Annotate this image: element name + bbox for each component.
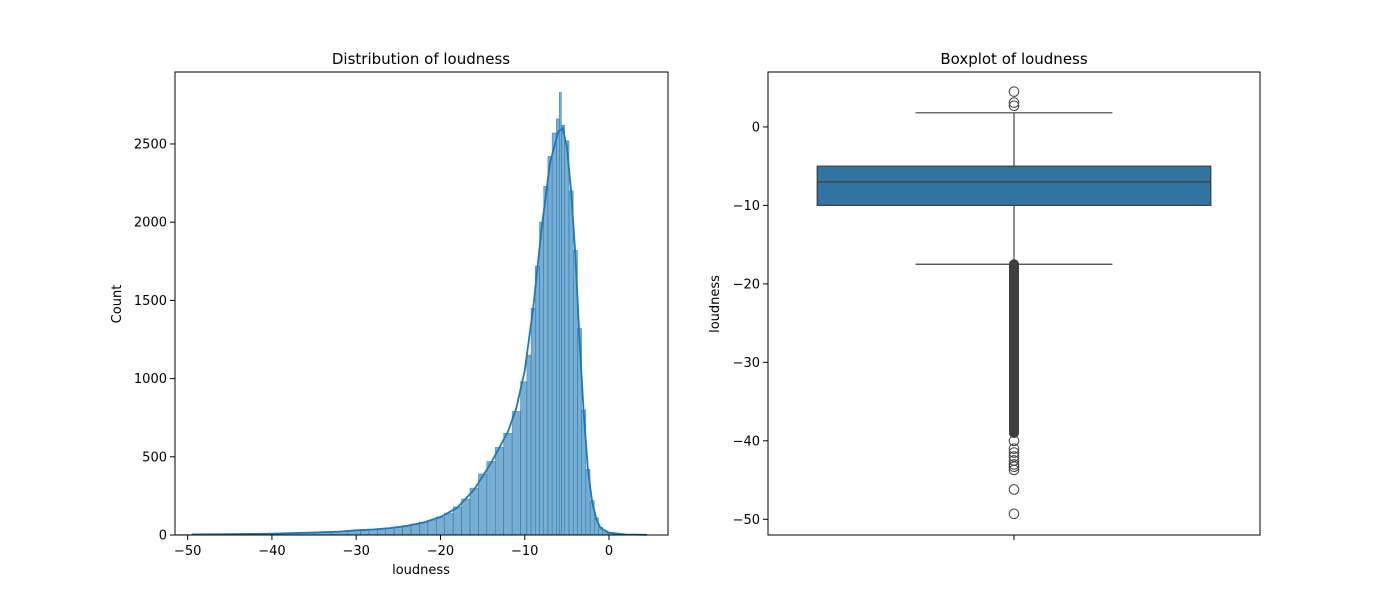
- histogram-y-tick-label: 2500: [134, 137, 167, 152]
- histogram-bar: [559, 92, 562, 536]
- histogram-x-ticks: −50 −40 −30 −20 −10 0: [174, 535, 613, 559]
- outlier-cluster: [1009, 259, 1019, 438]
- histogram-y-label: Count: [110, 285, 125, 324]
- histogram-y-tick-label: 0: [159, 529, 167, 544]
- histogram-bar: [520, 381, 528, 536]
- boxplot-title: Boxplot of loudness: [940, 50, 1088, 68]
- histogram-axes-frame: [174, 71, 669, 536]
- outlier-point: [1008, 435, 1020, 447]
- histogram-y-ticks: 0 500 1000 1500 2000 2500: [134, 137, 175, 544]
- outlier-point: [1008, 459, 1020, 470]
- histogram-y-tick-label: 1000: [134, 372, 167, 387]
- outlier-point: [1008, 443, 1020, 454]
- boxplot-y-tick-label: −20: [733, 277, 760, 292]
- histogram-bar: [568, 190, 574, 536]
- histogram-x-tick-label: −30: [342, 544, 369, 559]
- interquartile-box: [816, 165, 1212, 207]
- histogram-x-tick-label: −20: [427, 544, 454, 559]
- boxplot-y-tick-label: −10: [733, 199, 760, 214]
- histogram-bar: [535, 265, 540, 536]
- histogram-bar: [561, 124, 566, 536]
- histogram-x-tick-label: −40: [258, 544, 285, 559]
- histogram-bar: [539, 221, 544, 536]
- histogram-bar: [556, 118, 560, 536]
- histogram-bar: [452, 506, 462, 536]
- histogram-y-tick-label: 2000: [134, 216, 167, 231]
- histogram-bar: [564, 140, 570, 536]
- histogram-x-tick-label: −50: [174, 544, 201, 559]
- histogram-bar: [461, 498, 471, 536]
- histogram-bar: [511, 411, 521, 536]
- outlier-point: [1008, 484, 1020, 495]
- histogram-bar: [503, 433, 513, 536]
- boxplot-y-ticks: −50 −40 −30 −20 −10 0: [733, 120, 768, 528]
- outlier-point: [1008, 100, 1020, 112]
- histogram-bar: [494, 447, 504, 536]
- histogram-bar: [526, 354, 532, 536]
- outlier-point: [1008, 447, 1020, 458]
- outlier-point: [1008, 451, 1020, 462]
- outlier-point: [1008, 508, 1020, 520]
- boxplot-panel: Boxplot of loudness −50 −40 −30 −20 −10 0 lou…: [708, 50, 1261, 540]
- histogram-bar: [444, 512, 454, 536]
- outlier-point: [1008, 86, 1020, 97]
- histogram-x-tick-label: −10: [511, 544, 538, 559]
- histogram-bar: [551, 132, 557, 536]
- histogram-bar: [547, 156, 553, 536]
- kde-curve: [191, 126, 647, 536]
- boxplot-y-tick-label: −30: [733, 356, 760, 371]
- histogram-bar: [486, 461, 496, 536]
- outlier-point: [1008, 97, 1020, 108]
- histogram-y-tick-label: 500: [142, 450, 167, 465]
- boxplot-elements: [816, 86, 1212, 520]
- histogram-bar: [427, 519, 437, 536]
- histogram-bar: [530, 307, 536, 536]
- boxplot-y-tick-label: −40: [733, 434, 760, 449]
- boxplot-y-tick-label: −50: [733, 513, 760, 528]
- outlier-point: [1008, 464, 1020, 476]
- histogram-panel: Distribution of loudness −50 −40 −30 −20 −10…: [110, 50, 669, 578]
- histogram-x-label: loudness: [392, 563, 450, 578]
- boxplot-y-label: loudness: [708, 275, 723, 333]
- histogram-bar: [469, 487, 479, 536]
- outlier-point: [1008, 461, 1020, 473]
- boxplot-y-tick-label: 0: [752, 120, 760, 135]
- histogram-x-tick-label: 0: [605, 544, 613, 559]
- histogram-bar: [478, 473, 488, 536]
- histogram-y-tick-label: 1500: [134, 294, 167, 309]
- histogram-bar: [419, 521, 429, 536]
- histogram-bar: [435, 516, 445, 536]
- histogram-title: Distribution of loudness: [332, 50, 510, 68]
- histogram-bar: [543, 185, 549, 536]
